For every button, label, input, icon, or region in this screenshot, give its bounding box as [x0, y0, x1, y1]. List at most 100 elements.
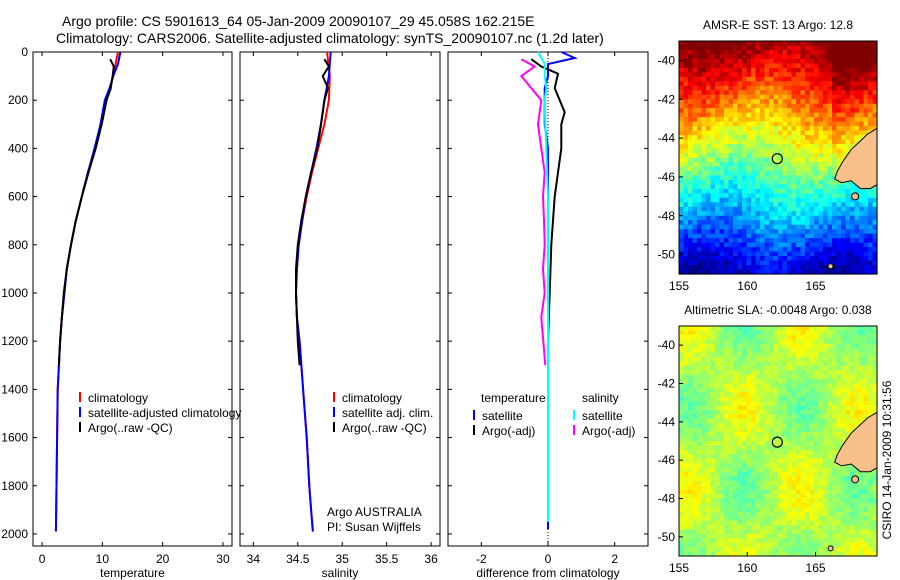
sla_map-cell: [773, 410, 779, 416]
sst_map-cell: [683, 144, 689, 150]
sla_map-cell: [872, 379, 878, 385]
sla_map-cell: [688, 432, 694, 438]
sla_map-cell: [751, 520, 757, 526]
sla_map-cell: [688, 471, 694, 477]
sst_map-cell: [688, 90, 694, 96]
sla_map-cell: [827, 410, 833, 416]
sst_map-cell: [782, 233, 788, 239]
sla_map-cell: [787, 449, 793, 455]
sst_map-cell: [818, 188, 824, 194]
sla_map-cell: [773, 489, 779, 495]
sla_map-cell: [742, 520, 748, 526]
sst_map-cell: [832, 153, 838, 159]
sla_map-cell: [872, 410, 878, 416]
sla_map-cell: [832, 498, 838, 504]
sla_map-cell: [688, 480, 694, 486]
sla_map-cell: [755, 392, 761, 398]
sla_map-cell: [773, 330, 779, 336]
sla_map-cell: [872, 538, 878, 544]
sla_map-cell: [737, 489, 743, 495]
sst_map-cell: [778, 256, 784, 262]
sst_map-cell: [710, 112, 716, 118]
sst_map-cell: [742, 90, 748, 96]
sst_map-cell: [746, 206, 752, 212]
sst_map-cell: [755, 139, 761, 145]
sla_map-cell: [818, 485, 824, 491]
sla_map-cell: [791, 480, 797, 486]
sst_map-cell: [724, 247, 730, 253]
sst_map-cell: [787, 41, 793, 47]
sst_map-cell: [823, 224, 829, 230]
sla_map-cell: [868, 387, 874, 393]
sla_map-cell: [854, 485, 860, 491]
sst_map-cell: [818, 67, 824, 73]
sst_map-cell: [746, 81, 752, 87]
sla_map-cell: [791, 441, 797, 447]
sla_map-cell: [818, 423, 824, 429]
sla_map-cell: [679, 529, 685, 535]
sst_map-cell: [710, 81, 716, 87]
sla_map-cell: [818, 511, 824, 517]
sla_map-cell: [850, 392, 856, 398]
sst_map-cell: [773, 148, 779, 154]
sst_map-cell: [755, 94, 761, 100]
sst_map-cell: [836, 224, 842, 230]
sla_map-cell: [782, 467, 788, 473]
sst_map-cell: [814, 58, 820, 64]
sla_map-cell: [724, 551, 730, 557]
sla_map-cell: [724, 379, 730, 385]
sst_map-cell: [868, 72, 874, 78]
sst_map-cell: [809, 153, 815, 159]
sst_map-cell: [818, 144, 824, 150]
sst_map-cell: [737, 233, 743, 239]
sst_map-cell: [818, 135, 824, 141]
sst_map-cell: [755, 72, 761, 78]
sla_map-cell: [850, 467, 856, 473]
sst_map-cell: [778, 215, 784, 221]
sst_map-cell: [679, 90, 685, 96]
sla_map-cell: [751, 463, 757, 469]
sst_map-cell: [679, 166, 685, 172]
sst_map-argo-marker: [771, 153, 783, 165]
sst_map-cell: [683, 49, 689, 56]
sst_map-cell: [692, 247, 698, 253]
sst_map-cell: [863, 224, 869, 230]
sla_map-cell: [796, 401, 802, 407]
sst_map-cell: [755, 63, 761, 69]
sst_map-cell: [688, 220, 694, 226]
sst_map-cell: [728, 175, 734, 181]
sst_map-cell: [710, 103, 716, 109]
sst_map-cell: [715, 206, 721, 212]
sla_map-cell: [728, 547, 734, 553]
sla_map-cell: [710, 436, 716, 442]
sst_map-cell: [755, 108, 761, 114]
sla_map-cell: [836, 441, 842, 447]
sst_map-cell: [778, 251, 784, 257]
sst_map-cell: [818, 161, 824, 168]
sst_map-cell: [868, 188, 874, 194]
sla_map-cell: [814, 542, 820, 548]
sla_map-cell: [737, 405, 743, 411]
sst_map-cell: [701, 112, 707, 118]
sst_map-cell: [809, 139, 815, 145]
sla_map-cell: [805, 507, 811, 513]
sst_map-cell: [760, 76, 766, 82]
sla_map-cell: [778, 507, 784, 513]
sla_map-cell: [724, 410, 730, 416]
sla_map-cell: [724, 507, 730, 513]
sla_map-cell: [791, 533, 797, 539]
sla_map-cell: [805, 427, 811, 433]
sla_map-cell: [688, 467, 694, 473]
sla_map-cell: [733, 418, 739, 424]
sla_map-cell: [836, 485, 842, 491]
sst_map-cell: [827, 99, 833, 105]
sst_map-cell: [719, 265, 725, 271]
sst_map-cell: [814, 85, 820, 91]
sla_map-cell: [764, 494, 770, 500]
sla_map-cell: [805, 334, 811, 340]
sst_map-cell: [805, 224, 811, 230]
sla_map-cell: [719, 436, 725, 442]
sst_map-cell: [683, 130, 689, 136]
sst_map-cell: [737, 184, 743, 190]
sla_map-cell: [724, 538, 730, 544]
